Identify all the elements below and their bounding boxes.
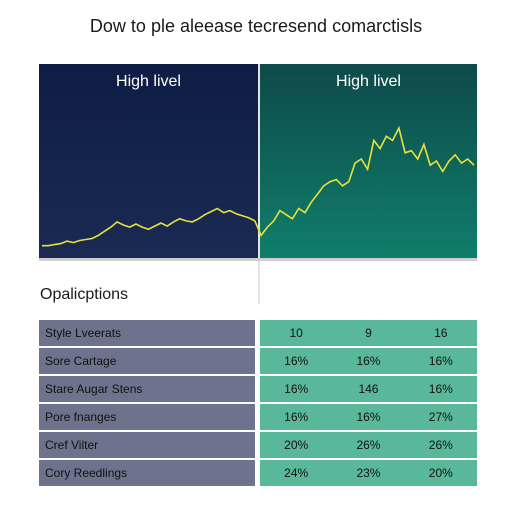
table-row: 10 9 16 [260, 320, 477, 346]
panel-left-label: High livel [116, 73, 181, 90]
table-row-label: Style Lveerats [39, 320, 255, 346]
table-cell: 23% [356, 466, 381, 480]
table-values: 10 9 16 16% 16% 16% 16% 146 16% 16% 16% 27% 20% 26% 26… [260, 320, 477, 488]
series-line [42, 125, 475, 247]
table-row: 24% 23% 20% [260, 460, 477, 486]
table-labels: Style Lveerats Sore Cartage Stare Augar St… [39, 320, 255, 488]
table-cell: 16 [434, 326, 448, 340]
table-cell: 16% [428, 382, 453, 396]
panel-divider [258, 64, 260, 304]
table-cell: 16% [356, 354, 381, 368]
table-row: 16% 16% 27% [260, 404, 477, 430]
table-cell: 26% [356, 438, 381, 452]
table-row-label: Pore fnanges [39, 404, 255, 430]
chart-title: Dow to ple aleease tecresend comarctisls [89, 16, 423, 36]
table-cell: 10 [289, 326, 303, 340]
section-title: Opalicptions [40, 286, 129, 303]
panel-right-label: High livel [336, 73, 401, 90]
table-cell: 16% [284, 410, 309, 424]
table-cell: 26% [428, 438, 453, 452]
x-axis-baseline [39, 258, 477, 261]
table-cell: 16% [428, 354, 453, 368]
table-row: 16% 16% 16% [260, 348, 477, 374]
table-row-label: Stare Augar Stens [39, 376, 255, 402]
table-cell: 20% [284, 438, 309, 452]
table-cell: 16% [284, 354, 309, 368]
table-row: 20% 26% 26% [260, 432, 477, 458]
table-cell: 146 [358, 382, 379, 396]
table-cell: 16% [356, 410, 381, 424]
table-cell: 9 [365, 326, 372, 340]
table-cell: 20% [428, 466, 453, 480]
table-cell: 16% [284, 382, 309, 396]
table-row: 16% 146 16% [260, 376, 477, 402]
table-row-label: Cref Vilter [39, 432, 255, 458]
table-cell: 24% [284, 466, 309, 480]
table-cell: 27% [428, 410, 453, 424]
table-row-label: Cory Reedlings [39, 460, 255, 486]
panel-left: High livel [39, 64, 258, 259]
table-row-label: Sore Cartage [39, 348, 255, 374]
